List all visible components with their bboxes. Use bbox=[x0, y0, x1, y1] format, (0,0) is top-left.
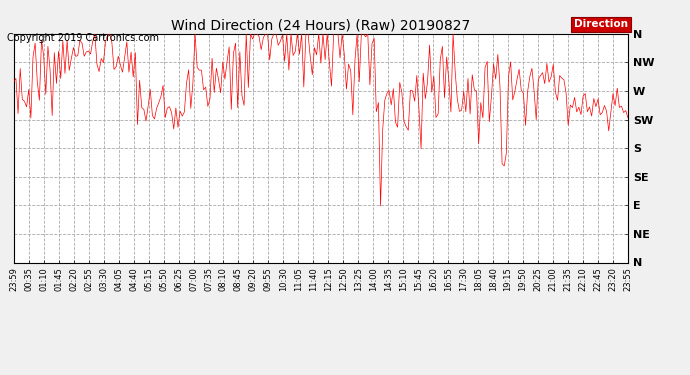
Title: Wind Direction (24 Hours) (Raw) 20190827: Wind Direction (24 Hours) (Raw) 20190827 bbox=[171, 19, 471, 33]
Text: Copyright 2019 Cartronics.com: Copyright 2019 Cartronics.com bbox=[7, 33, 159, 43]
Text: Direction: Direction bbox=[574, 19, 628, 29]
